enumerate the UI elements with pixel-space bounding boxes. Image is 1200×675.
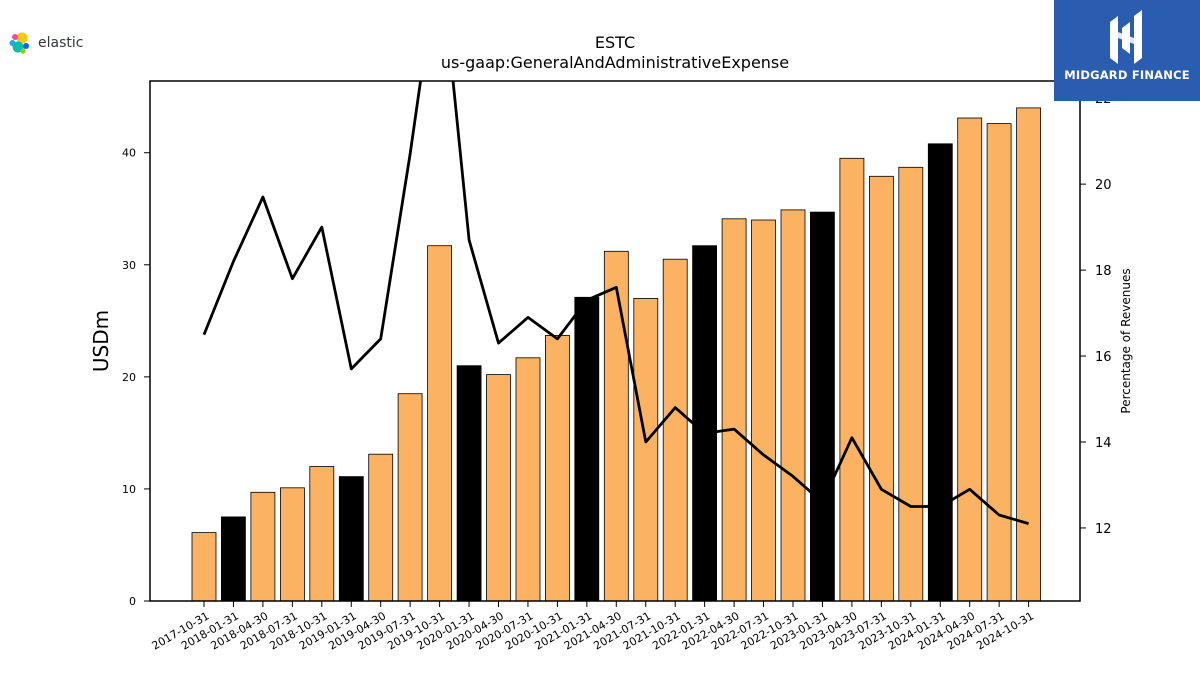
bar-2023-10-31 <box>898 166 924 602</box>
bar-2022-01-31 <box>692 245 717 602</box>
percent-line-series <box>202 81 1029 525</box>
midgard-logo-icon <box>1110 10 1142 64</box>
bar-2017-10-31 <box>191 532 217 602</box>
elastic-logo-icon <box>9 32 29 54</box>
bar-2022-07-31 <box>751 219 776 602</box>
bar-2018-04-30 <box>250 491 276 602</box>
y2-tick-label: 18 <box>1095 264 1112 279</box>
bar-2018-10-31 <box>309 466 335 602</box>
plot-frame <box>149 80 1081 602</box>
bar-2018-01-31 <box>220 516 246 602</box>
y2-tick-label: 20 <box>1095 178 1112 193</box>
y-tick-label: 10 <box>122 483 136 496</box>
bar-2020-01-31 <box>456 365 482 602</box>
bar-2019-01-31 <box>338 476 364 602</box>
y-tick-label: 20 <box>122 371 136 384</box>
bar-2023-04-30 <box>839 157 865 602</box>
chart-subtitle: us-gaap:GeneralAndAdministrativeExpense <box>441 53 789 72</box>
chart-title: ESTC <box>595 33 635 52</box>
y2-tick-label: 14 <box>1095 436 1112 451</box>
bar-2022-10-31 <box>780 209 806 602</box>
bar-2024-04-30 <box>957 117 983 602</box>
bar-2021-10-31 <box>662 258 688 602</box>
bar-2020-04-30 <box>486 374 511 602</box>
midgard-logo-text: MIDGARD FINANCE <box>1064 68 1190 82</box>
bar-2019-10-31 <box>427 245 453 602</box>
bar-2019-04-30 <box>368 453 394 602</box>
y-tick-label: 40 <box>122 147 136 160</box>
y2-axis-label: Percentage of Revenues <box>1119 268 1133 413</box>
bar-2021-01-31 <box>574 296 600 602</box>
bar-2020-07-31 <box>515 357 541 602</box>
bar-2020-10-31 <box>545 334 570 602</box>
bar-series <box>191 107 1041 602</box>
y2-tick-label: 12 <box>1095 522 1112 537</box>
bar-2021-04-30 <box>603 250 629 602</box>
bar-2024-01-31 <box>927 143 953 602</box>
percent-line <box>202 81 1029 525</box>
bar-2024-10-31 <box>1016 107 1041 602</box>
y-axis-right: 121416182022 <box>1080 92 1112 537</box>
elastic-logo-text: elastic <box>38 35 84 51</box>
elastic-logo: elastic <box>8 31 83 55</box>
bar-2023-01-31 <box>810 211 835 602</box>
x-axis: 2017-10-312018-01-312018-04-302018-07-31… <box>150 601 1036 653</box>
bar-2022-04-30 <box>721 218 747 602</box>
y-tick-label: 0 <box>129 595 136 608</box>
y-axis-left: 0 10 20 30 40 <box>122 147 150 608</box>
bar-2021-07-31 <box>633 297 659 602</box>
y2-tick-label: 16 <box>1095 350 1112 365</box>
midgard-finance-logo: MIDGARD FINANCE <box>1054 0 1200 101</box>
bar-2023-07-31 <box>869 175 894 602</box>
y-tick-label: 30 <box>122 259 136 272</box>
bar-2019-07-31 <box>397 393 423 602</box>
bar-2018-07-31 <box>279 487 305 602</box>
bar-2024-07-31 <box>986 123 1012 602</box>
y-axis-label: USDm <box>89 310 113 372</box>
